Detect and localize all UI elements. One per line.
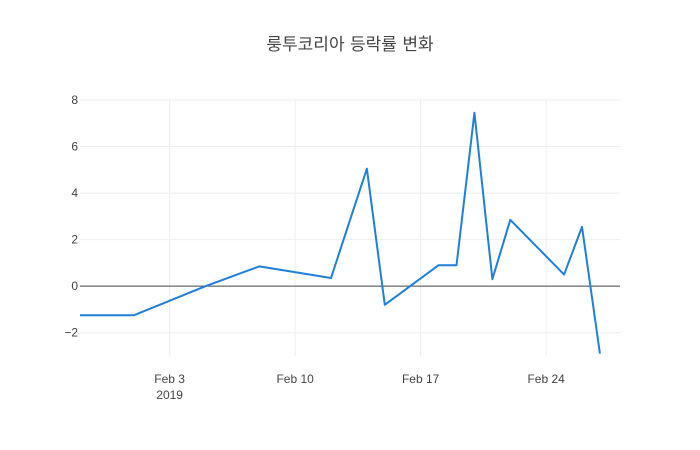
chart-title: 룽투코리아 등락률 변화	[266, 35, 434, 55]
x-tick-label: Feb 17	[402, 372, 440, 386]
x-tick-sublabel: 2019	[156, 388, 183, 402]
y-tick-label: 0	[71, 279, 78, 293]
series-layer	[80, 111, 601, 354]
grid-lines	[80, 99, 620, 356]
y-tick-label: 2	[71, 233, 78, 247]
x-tick-label: Feb 24	[527, 372, 565, 386]
x-tick-label: Feb 3	[154, 372, 185, 386]
x-tick-label: Feb 10	[276, 372, 314, 386]
y-tick-label: 8	[71, 93, 78, 107]
y-tick-label: −2	[64, 326, 78, 340]
axes: Feb 3 2019 Feb 10 Feb 17 Feb 24 8 6 4 2 0 −2	[64, 93, 565, 402]
y-tick-label: 4	[71, 186, 78, 200]
y-tick-label: 6	[71, 140, 78, 154]
series-line	[80, 111, 601, 354]
